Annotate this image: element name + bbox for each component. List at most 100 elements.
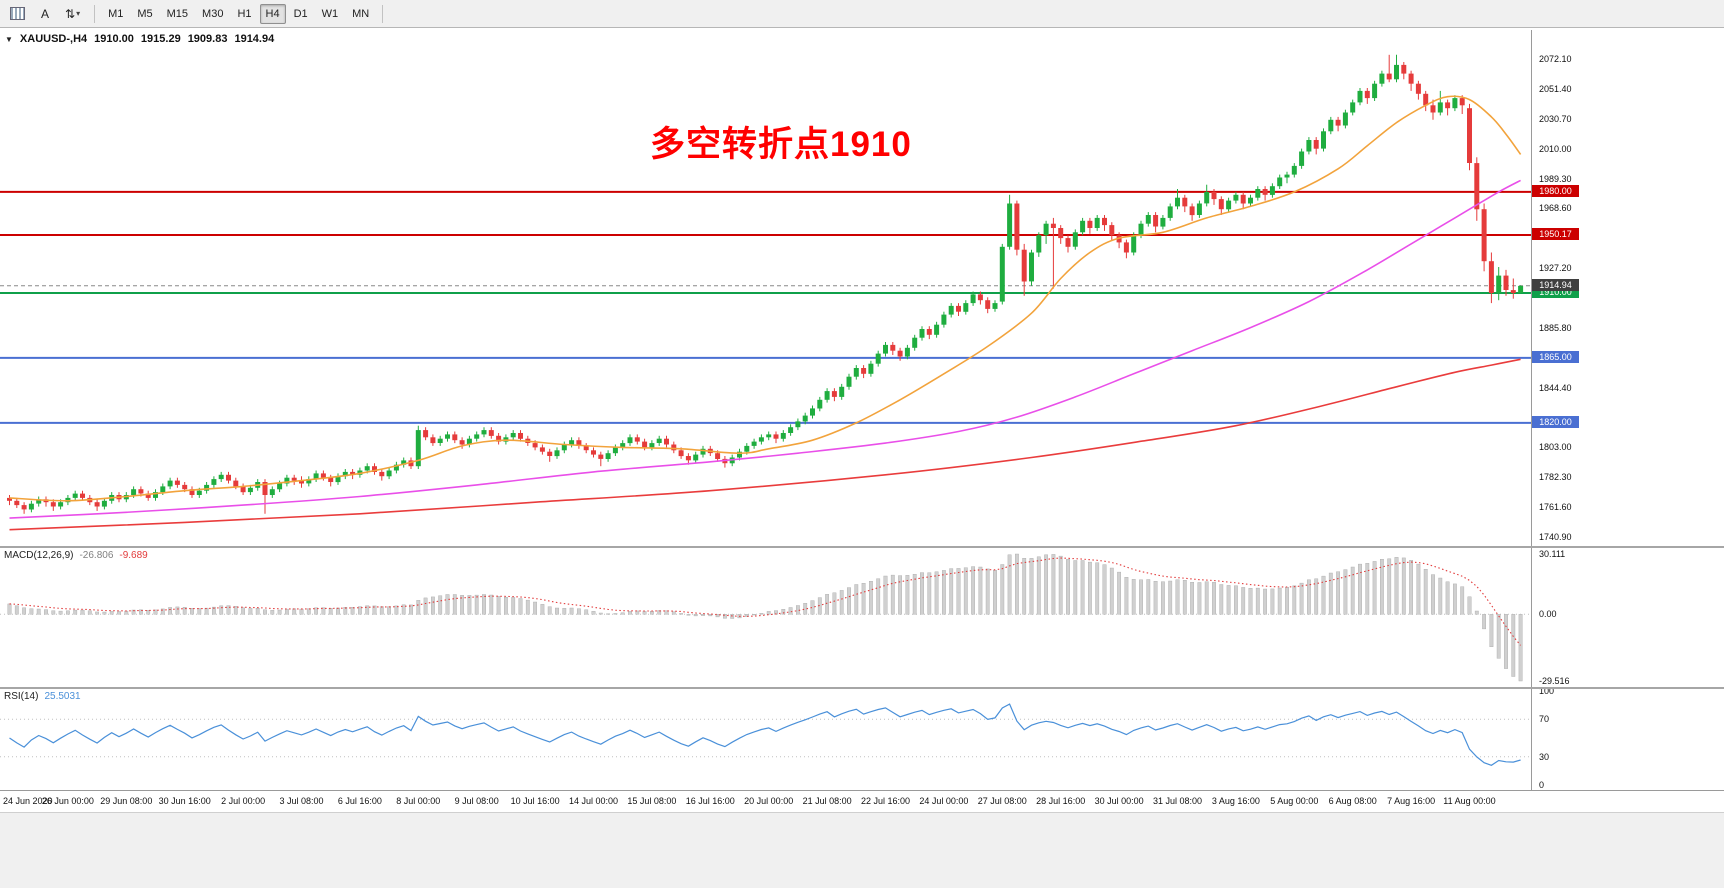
time-axis-label: 22 Jul 16:00 — [860, 796, 911, 806]
price-tick-label: 2010.00 — [1539, 143, 1572, 154]
timeframe-button-m5[interactable]: M5 — [131, 4, 158, 24]
timeframe-button-m15[interactable]: M15 — [161, 4, 194, 24]
timeframe-button-w1[interactable]: W1 — [316, 4, 345, 24]
price-tick-label: 1989.30 — [1539, 173, 1572, 184]
timeframe-button-h1[interactable]: H1 — [231, 4, 257, 24]
price-badge-1914.94: 1914.94 — [1532, 279, 1579, 292]
time-axis-label: 28 Jul 16:00 — [1036, 796, 1086, 806]
price-tick-label: 1803.00 — [1539, 442, 1572, 453]
time-axis-label: 21 Jul 08:00 — [802, 796, 852, 806]
price-badge-1950.17: 1950.17 — [1532, 228, 1579, 241]
rsi-line — [9, 703, 1521, 766]
pane-splitter[interactable] — [0, 546, 1724, 548]
rsi-scale-label: 100 — [1539, 686, 1555, 696]
macd-signal-line — [9, 557, 1522, 646]
time-axis-label: 6 Aug 08:00 — [1328, 796, 1377, 806]
arrange-button[interactable]: ⇅ ▾ — [58, 3, 87, 25]
ma-fast-line — [9, 95, 1522, 502]
timeframe-button-m30[interactable]: M30 — [196, 4, 229, 24]
chart-grid-icon — [10, 7, 25, 20]
macd-scale-label: 30.111 — [1539, 549, 1566, 559]
time-axis-label: 10 Jul 16:00 — [510, 796, 560, 806]
text-annotation-button[interactable]: A — [33, 3, 57, 25]
timeframe-button-m1[interactable]: M1 — [102, 4, 129, 24]
rsi-scale-label: 70 — [1539, 714, 1550, 725]
hlines-layer[interactable] — [0, 190, 1531, 424]
macd-canvas[interactable] — [0, 548, 1531, 687]
time-axis-label: 24 Jun 2020 — [3, 796, 53, 806]
timeframe-button-h4[interactable]: H4 — [259, 3, 286, 24]
toolbar: A ⇅ ▾ M1 M5 M15 M30 H1 H4 D1 W1 MN — [0, 0, 1724, 28]
price-tick-label: 1885.80 — [1539, 322, 1572, 333]
time-axis-label: 6 Jul 16:00 — [337, 796, 382, 806]
rsi-label: RSI(14) 25.5031 — [4, 691, 81, 702]
time-axis-label: 8 Jul 00:00 — [396, 796, 441, 806]
time-axis-label: 30 Jun 16:00 — [158, 796, 211, 806]
sort-arrows-icon: ⇅ — [65, 6, 76, 21]
rsi-name: RSI(14) — [4, 691, 39, 702]
close-value: 1914.94 — [234, 33, 275, 45]
low-value: 1909.83 — [187, 33, 228, 45]
macd-signal-value: -9.689 — [119, 550, 148, 561]
time-axis-label: 30 Jul 00:00 — [1094, 796, 1144, 806]
chart-window-button[interactable] — [3, 3, 32, 25]
time-axis-label: 26 Jun 00:00 — [41, 796, 94, 806]
price-tick-label: 1927.20 — [1539, 263, 1572, 274]
bottom-empty-area — [0, 812, 1724, 888]
rsi-scale-label: 0 — [1539, 780, 1545, 790]
collapse-triangle-icon: ▼ — [5, 34, 13, 44]
time-axis-label: 11 Aug 00:00 — [1443, 796, 1496, 806]
toolbar-separator — [94, 4, 96, 23]
price-tick-label: 1782.30 — [1539, 472, 1572, 483]
time-axis-label: 2 Jul 00:00 — [221, 796, 266, 806]
rsi-scale-label: 30 — [1539, 751, 1550, 762]
main-chart-canvas[interactable] — [0, 30, 1531, 546]
price-badge-1820.00: 1820.00 — [1532, 416, 1579, 429]
toolbar-separator — [382, 4, 384, 23]
price-badge-1865.00: 1865.00 — [1532, 351, 1579, 364]
time-axis-label: 9 Jul 08:00 — [454, 796, 499, 806]
caret-down-icon: ▾ — [76, 9, 81, 18]
macd-pane[interactable]: MACD(12,26,9) -26.806 -9.689 — [0, 548, 1531, 687]
price-tick-label: 2051.40 — [1539, 83, 1572, 94]
timeframe-button-d1[interactable]: D1 — [288, 4, 314, 24]
macd-name: MACD(12,26,9) — [4, 550, 74, 561]
macd-histogram — [7, 553, 1523, 682]
rsi-pane[interactable]: RSI(14) 25.5031 — [0, 689, 1531, 790]
time-axis-label: 3 Aug 16:00 — [1211, 796, 1260, 806]
time-axis-label: 20 Jul 00:00 — [744, 796, 794, 806]
time-axis-label: 15 Jul 08:00 — [627, 796, 677, 806]
time-axis-label: 27 Jul 08:00 — [977, 796, 1027, 806]
price-tick-label: 2072.10 — [1539, 53, 1572, 64]
open-value: 1910.00 — [94, 33, 134, 45]
time-axis-label: 14 Jul 00:00 — [568, 796, 619, 806]
price-tick-label: 1740.90 — [1539, 532, 1572, 543]
ma-slow-line — [9, 358, 1521, 531]
main-chart-pane[interactable]: ▼ XAUUSD-,H4 1910.00 1915.29 1909.83 191… — [0, 30, 1531, 546]
time-axis-label: 3 Jul 08:00 — [279, 796, 324, 806]
macd-scale-label: 0.00 — [1539, 609, 1557, 620]
time-axis-label: 31 Jul 08:00 — [1152, 796, 1203, 806]
time-axis-label: 29 Jun 08:00 — [100, 796, 153, 806]
price-tick-label: 1844.40 — [1539, 382, 1572, 393]
price-axis[interactable]: 2072.10 2051.40 2030.70 2010.00 1989.30 1968.… — [1531, 30, 1724, 790]
chart-title: ▼ XAUUSD-,H4 1910.00 1915.29 1909.83 191… — [5, 33, 274, 45]
time-axis-label: 24 Jul 00:00 — [919, 796, 969, 806]
chart-annotation-text: 多空转折点1910 — [650, 125, 912, 164]
price-tick-label: 1968.60 — [1539, 203, 1572, 214]
price-badge-1980.00: 1980.00 — [1532, 185, 1579, 198]
pane-splitter[interactable] — [0, 687, 1724, 689]
macd-label: MACD(12,26,9) -26.806 -9.689 — [4, 550, 148, 561]
high-value: 1915.29 — [140, 33, 181, 45]
rsi-canvas[interactable] — [0, 689, 1531, 790]
ma-mid-line — [9, 179, 1521, 519]
time-axis-label: 16 Jul 16:00 — [685, 796, 735, 806]
macd-value: -26.806 — [79, 550, 114, 561]
price-tick-label: 2030.70 — [1539, 113, 1572, 124]
time-axis-label: 7 Aug 16:00 — [1387, 796, 1436, 806]
timeframe-button-mn[interactable]: MN — [346, 4, 375, 24]
price-tick-label: 1761.60 — [1539, 502, 1572, 513]
rsi-value: 25.5031 — [44, 691, 81, 702]
time-axis[interactable]: 24 Jun 2020 26 Jun 00:00 29 Jun 08:00 30 Ju… — [0, 790, 1724, 812]
